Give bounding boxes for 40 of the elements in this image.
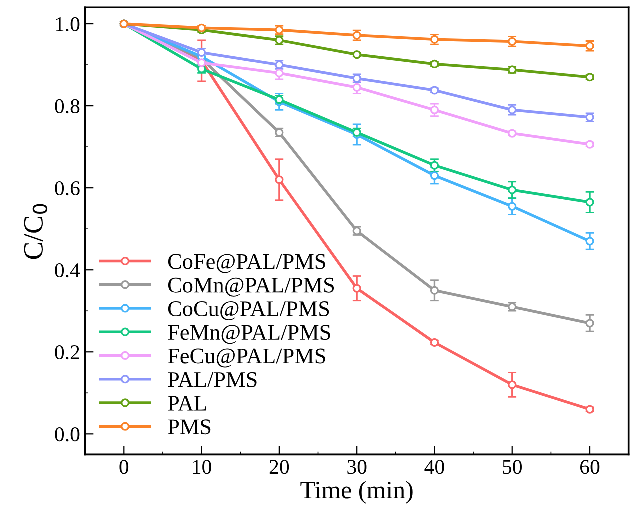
legend-label: PAL bbox=[168, 396, 206, 411]
legend-label: PAL/PMS bbox=[168, 372, 257, 388]
legend-label: FeCu@PAL/PMS bbox=[168, 348, 326, 368]
legend-label: PMS bbox=[168, 420, 211, 435]
point bbox=[508, 186, 517, 194]
x-tick-label: 50 bbox=[503, 460, 522, 474]
y-tick-label: 0.8 bbox=[55, 99, 80, 114]
point bbox=[430, 286, 440, 295]
x-tick-label: 40 bbox=[424, 460, 444, 474]
x-tick-label: 30 bbox=[348, 460, 367, 474]
legend-label: CoMn@PAL/PMS bbox=[168, 278, 334, 297]
legend-label: FeMn@PAL/PMS bbox=[168, 325, 330, 344]
y-tick-label: 1.0 bbox=[56, 17, 80, 32]
point bbox=[352, 50, 362, 60]
y-axis-title: C/C$_{0}$ bbox=[24, 204, 48, 260]
legend-label: CoFe@PAL/PMS bbox=[168, 254, 326, 274]
point bbox=[430, 106, 440, 114]
x-tick-label: 20 bbox=[270, 460, 290, 474]
point bbox=[275, 68, 284, 78]
point bbox=[430, 171, 440, 180]
y-tick-label: 0.2 bbox=[55, 346, 80, 360]
x-tick-label: 60 bbox=[580, 460, 600, 474]
x-tick-label: 0 bbox=[120, 460, 129, 474]
point bbox=[275, 176, 284, 184]
point bbox=[430, 338, 440, 347]
point bbox=[586, 237, 594, 246]
point bbox=[430, 60, 440, 69]
point bbox=[508, 202, 517, 211]
y-tick-label: 0.6 bbox=[55, 181, 80, 196]
point bbox=[586, 198, 594, 207]
legend-label: CoCu@PAL/PMS bbox=[168, 301, 330, 320]
x-axis-title: Time (min) bbox=[300, 481, 413, 504]
point bbox=[586, 319, 594, 328]
x-tick-label: 10 bbox=[193, 460, 212, 474]
point bbox=[508, 380, 517, 390]
point bbox=[352, 83, 362, 92]
y-tick-label: 0.0 bbox=[55, 428, 80, 442]
y-tick-label: 0.4 bbox=[55, 263, 80, 278]
point bbox=[430, 161, 440, 170]
point bbox=[352, 284, 362, 293]
